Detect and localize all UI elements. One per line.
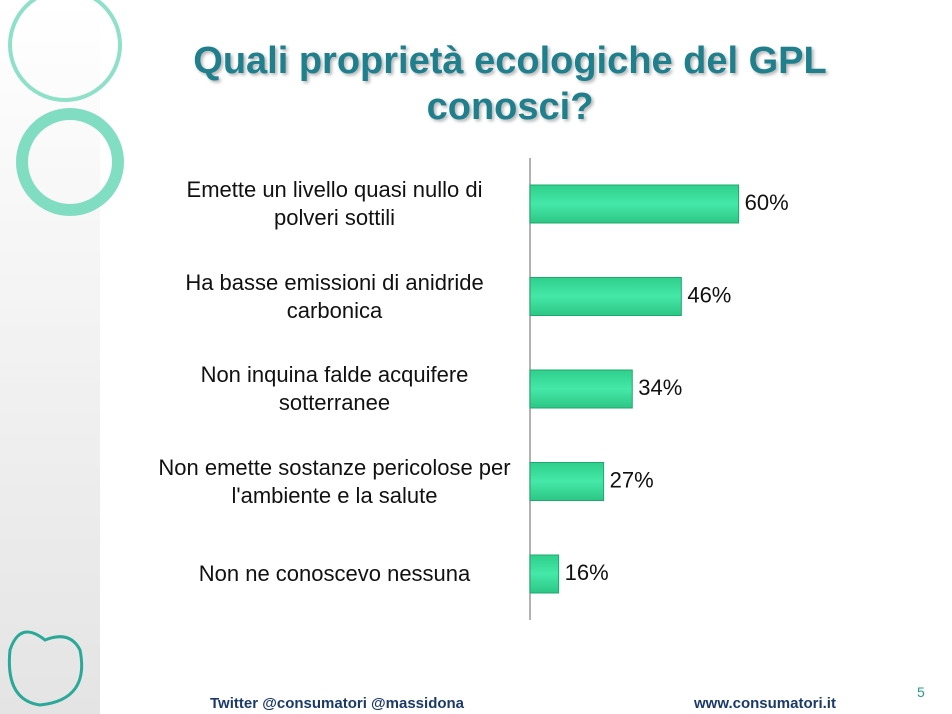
side-panel (0, 0, 100, 714)
value-label: 27% (610, 467, 654, 492)
bar (529, 554, 560, 594)
category-label: Ha basse emissioni di anidride carbonica (185, 269, 484, 323)
category-label: Non inquina falde acquifere sotterranee (200, 362, 469, 415)
title: Quali proprietà ecologiche del GPL conos… (193, 40, 827, 128)
page-number: 5 (917, 684, 925, 700)
value-label: 34% (638, 375, 682, 400)
footer-twitter: Twitter @consumatori @massidona (210, 695, 465, 712)
category-label: Non ne conoscevo nessuna (198, 561, 471, 586)
bar (529, 369, 633, 409)
deco-circle (16, 108, 124, 216)
category-label: Non emette sostanze pericolose per l'amb… (158, 454, 511, 508)
value-label: 60% (745, 190, 789, 215)
deco-circle (8, 0, 122, 102)
bar (529, 184, 740, 224)
category-label: Emette un livello quasi nullo di polveri… (186, 177, 483, 230)
bar (529, 277, 682, 316)
value-label: 16% (565, 560, 609, 585)
value-label: 46% (687, 282, 731, 307)
logo (7, 630, 84, 707)
footer-website: www.consumatori.it (694, 695, 836, 712)
bar (529, 462, 605, 501)
